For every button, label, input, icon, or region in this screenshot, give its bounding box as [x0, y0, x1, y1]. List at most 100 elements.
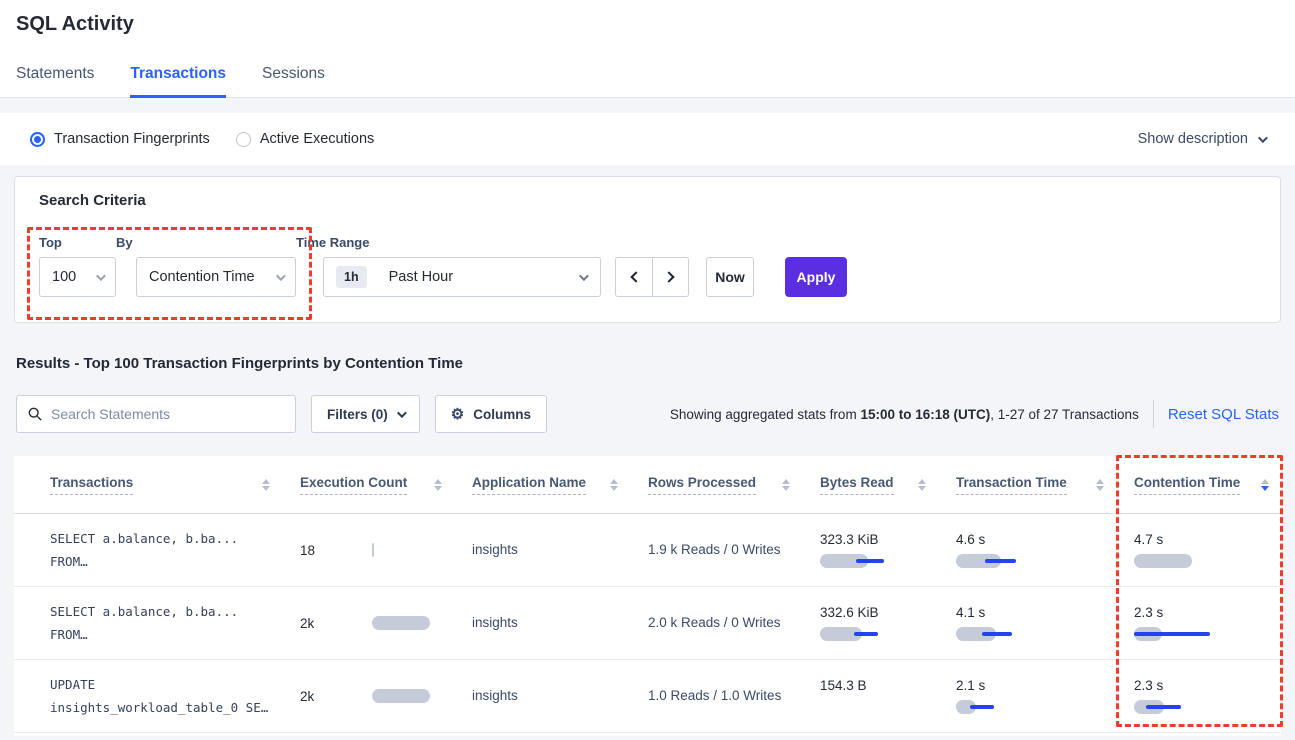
bytes-read-bar: [820, 700, 912, 714]
execution-count-cell: 18: [300, 543, 472, 558]
view-toggle-bar: Transaction Fingerprints Active Executio…: [0, 113, 1295, 165]
transaction-fingerprint-link[interactable]: UPDATE insights_workload_table_0 SE…: [50, 674, 300, 718]
previous-time-button[interactable]: [615, 257, 652, 297]
columns-button[interactable]: ⚙ Columns: [434, 395, 547, 433]
page-header: SQL Activity Statements Transactions Ses…: [0, 0, 1295, 98]
application-name-cell: insights: [472, 687, 648, 705]
top-label: Top: [39, 235, 62, 250]
table-header-row: Transactions Execution Count Application…: [14, 456, 1281, 514]
radio-label: Transaction Fingerprints: [54, 131, 210, 147]
time-range-field: Time Range 1h Past Hour: [296, 235, 601, 297]
apply-button[interactable]: Apply: [785, 257, 847, 297]
column-header[interactable]: Contention Time: [1134, 475, 1281, 495]
transactions-table: Transactions Execution Count Application…: [14, 456, 1281, 736]
tab-transactions[interactable]: Transactions: [130, 65, 227, 98]
sort-icon: [262, 478, 270, 491]
tab-statements[interactable]: Statements: [16, 65, 95, 82]
transaction-fingerprint-link[interactable]: SELECT a.balance, b.ba... FROM…: [50, 601, 300, 645]
top-select[interactable]: 100: [39, 257, 116, 297]
transaction-time-cell: 4.6 s: [956, 532, 1134, 568]
column-header[interactable]: Rows Processed: [648, 475, 820, 495]
sort-icon: [782, 478, 790, 491]
next-time-button[interactable]: [652, 257, 689, 297]
rows-processed-value: 1.0 Reads / 1.0 Writes: [648, 688, 782, 703]
chevron-down-icon: [1257, 132, 1268, 143]
contention-time-bar: [1134, 700, 1226, 714]
column-header-label: Execution Count: [300, 475, 408, 495]
contention-time-cell: 4.7 s: [1134, 532, 1281, 568]
transaction-cell: SELECT a.balance, b.ba... FROM…: [50, 601, 300, 645]
time-range-select[interactable]: 1h Past Hour: [323, 257, 601, 297]
rows-processed-value: 1.9 k Reads / 0 Writes: [648, 542, 781, 557]
radio-active-executions[interactable]: Active Executions: [235, 131, 375, 147]
search-criteria-title: Search Criteria: [39, 192, 146, 209]
chevron-right-icon: [663, 271, 675, 283]
transaction-time-cell: 2.1 s: [956, 678, 1134, 714]
radio-label: Active Executions: [259, 131, 375, 147]
execution-count-cell: 2k: [300, 616, 472, 631]
chevron-left-icon: [629, 271, 642, 283]
tab-sessions[interactable]: Sessions: [262, 65, 325, 82]
application-name-cell: insights: [472, 541, 648, 559]
execution-count-value: 2k: [300, 688, 315, 704]
transaction-time-cell: 4.1 s: [956, 605, 1134, 641]
time-range-value: Past Hour: [388, 269, 454, 285]
statement-line1: UPDATE: [50, 677, 96, 692]
results-heading: Results - Top 100 Transaction Fingerprin…: [16, 355, 464, 372]
radio-unselected-icon: [235, 131, 251, 147]
bytes-read-bar: [820, 554, 912, 568]
reset-sql-stats-link[interactable]: Reset SQL Stats: [1167, 405, 1279, 423]
statement-line1: SELECT a.balance, b.ba...: [50, 531, 239, 546]
statement-line2: FROM…: [50, 627, 88, 642]
transaction-time-bar: [956, 627, 1048, 641]
by-label: By: [116, 235, 133, 250]
radio-transaction-fingerprints[interactable]: Transaction Fingerprints: [30, 131, 210, 147]
columns-label: Columns: [473, 406, 531, 422]
table-row: UPDATE insights_workload_table_0 SE… 2k …: [14, 660, 1281, 733]
column-header-label: Transaction Time: [956, 475, 1067, 495]
chevron-down-icon: [578, 270, 589, 281]
column-header[interactable]: Transaction Time: [956, 475, 1134, 495]
sort-icon: [1261, 478, 1269, 491]
column-header[interactable]: Execution Count: [300, 475, 472, 495]
sort-icon: [610, 478, 618, 491]
search-statements-input[interactable]: [51, 406, 284, 422]
column-header[interactable]: Bytes Read: [820, 475, 956, 495]
execution-count-cell: 2k: [300, 689, 472, 704]
show-description-toggle[interactable]: Show description: [1138, 131, 1268, 147]
results-toolbar: Filters (0) ⚙ Columns Showing aggregated…: [16, 395, 1279, 433]
execution-count-bar: [372, 689, 440, 703]
transaction-time-value: 2.1 s: [956, 678, 986, 693]
rows-processed-value: 2.0 k Reads / 0 Writes: [648, 615, 781, 630]
search-criteria-fields: Top 100 By Contention Time Time Range 1h…: [39, 235, 1264, 297]
execution-count-value: 18: [300, 542, 316, 558]
filters-label: Filters (0): [327, 406, 388, 422]
column-header[interactable]: Application Name: [472, 475, 648, 495]
contention-time-bar: [1134, 554, 1226, 568]
transaction-fingerprint-link[interactable]: SELECT a.balance, b.ba... FROM…: [50, 528, 300, 572]
statement-line2: FROM…: [50, 554, 88, 569]
sort-icon: [434, 478, 442, 491]
now-button[interactable]: Now: [706, 257, 754, 297]
time-range-nav: [615, 257, 689, 297]
by-select[interactable]: Contention Time: [136, 257, 296, 297]
transaction-time-bar: [956, 700, 1048, 714]
column-header-label: Bytes Read: [820, 475, 894, 495]
radio-selected-icon: [30, 131, 45, 147]
filters-button[interactable]: Filters (0): [311, 395, 420, 433]
table-row: SELECT a.balance, b.ba... FROM… 18 insig…: [14, 514, 1281, 587]
by-field: By Contention Time: [116, 235, 296, 297]
application-name-value: insights: [472, 688, 518, 703]
chevron-down-icon: [275, 270, 286, 281]
by-select-value: Contention Time: [149, 269, 255, 285]
bytes-read-bar: [820, 627, 912, 641]
transaction-cell: SELECT a.balance, b.ba... FROM…: [50, 528, 300, 572]
column-header-label: Rows Processed: [648, 475, 757, 495]
bytes-read-cell: 323.3 KiB: [820, 532, 956, 568]
sort-icon: [1096, 478, 1104, 491]
column-header[interactable]: Transactions: [50, 475, 300, 495]
top-select-value: 100: [52, 269, 77, 285]
statement-line1: SELECT a.balance, b.ba...: [50, 604, 239, 619]
chevron-down-icon: [396, 407, 407, 418]
contention-time-cell: 2.3 s: [1134, 605, 1281, 641]
